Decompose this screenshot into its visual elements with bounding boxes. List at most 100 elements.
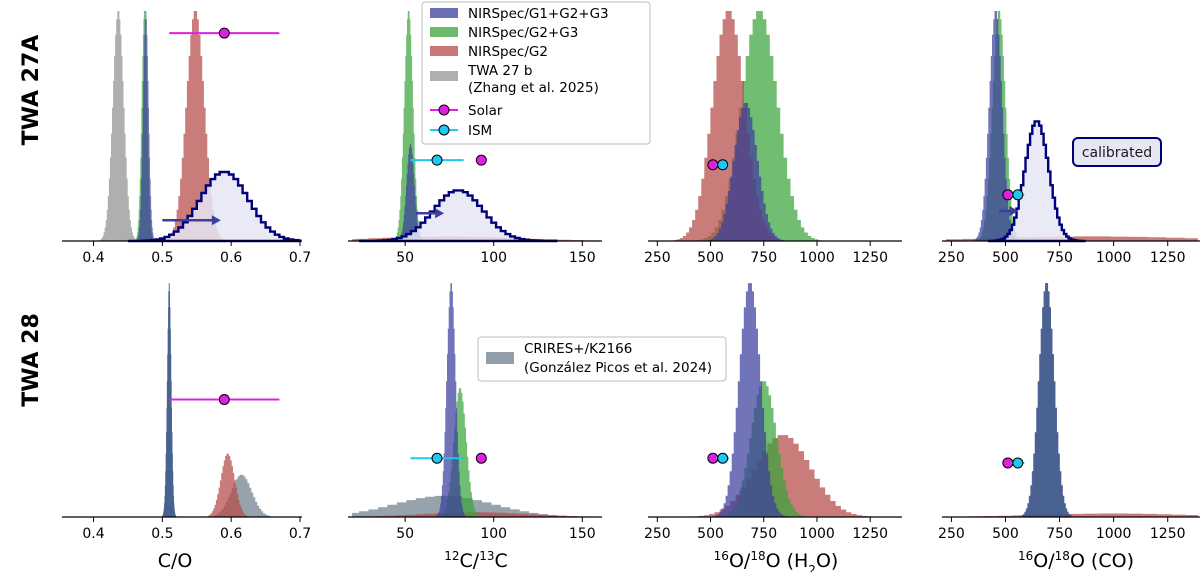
x-tick-label-p0-0: 0.4 <box>82 250 104 266</box>
x-tick-label-p7-1: 500 <box>992 526 1019 542</box>
hist-crires-p5 <box>352 495 600 517</box>
x-tick-label-p1-1: 100 <box>480 250 507 266</box>
hist-g23-p1 <box>391 11 427 241</box>
x-tick-label-p4-3: 0.7 <box>289 526 311 542</box>
ism-marker-p3 <box>1012 189 1024 201</box>
legend-swatch-g23 <box>430 27 458 37</box>
legend-bottom-frame <box>477 336 727 382</box>
hist-g23-p2 <box>687 11 832 241</box>
legend-swatch-twa27b <box>430 71 458 81</box>
x-tick-label-p1-2: 150 <box>569 250 596 266</box>
x-tick-label-p1-0: 50 <box>396 250 414 266</box>
hist-g2-p0 <box>159 11 232 241</box>
calibration-arrow-head-p1 <box>435 208 445 219</box>
legend-label-crires-ref: (González Picos et al. 2024) <box>524 360 712 376</box>
hist-crires-p4 <box>200 474 283 517</box>
ism-marker-p6 <box>717 452 729 464</box>
ism-marker-p5 <box>431 452 443 464</box>
row-title-twa28: TWA 28 <box>19 313 44 407</box>
hist-calibrated-p0 <box>127 170 302 243</box>
hist-g123-p0 <box>134 11 157 241</box>
x-tick-label-p2-4: 1250 <box>852 250 888 266</box>
ism-marker-p2 <box>717 159 729 171</box>
x-tick-label-p6-2: 750 <box>750 526 777 542</box>
ism-marker-p7 <box>1012 457 1024 469</box>
x-tick-label-p5-1: 100 <box>480 526 507 542</box>
legend-label-twa27b: TWA 27 b <box>467 63 532 79</box>
hist-twa27b-p0 <box>96 11 141 241</box>
panel-0-1: 50 100 150 <box>348 11 602 266</box>
x-tick-label-p2-2: 750 <box>750 250 777 266</box>
x-tick-label-p3-4: 1250 <box>1150 250 1186 266</box>
solar-marker-p1 <box>475 154 487 166</box>
x-tick-label-p0-2: 0.6 <box>220 250 242 266</box>
solar-marker-p4 <box>218 394 230 405</box>
hist-g2-p2 <box>664 11 793 241</box>
panel-1-0: 0.4 0.5 0.6 0.7 <box>62 283 311 542</box>
hist-g23-p5 <box>435 388 485 517</box>
legend-label-g23: NIRSpec/G2+G3 <box>468 25 578 41</box>
x-tick-label-p6-3: 1000 <box>799 526 835 542</box>
x-tick-label-p5-2: 150 <box>569 526 596 542</box>
panel-1-1: 50 100 150 <box>348 283 602 542</box>
legend-swatch-g123 <box>430 8 458 18</box>
hist-g123-p7 <box>1015 283 1078 517</box>
calibration-arrow-head-p0 <box>211 215 221 226</box>
hist-calibrated-p3 <box>988 120 1086 243</box>
legend-label-solar: Solar <box>468 103 503 119</box>
x-tick-label-p3-1: 500 <box>992 250 1019 266</box>
x-tick-label-p4-2: 0.6 <box>220 526 242 542</box>
hist-g2-p7 <box>946 513 1198 517</box>
legend-bottom: CRIRES+/K2166 (González Picos et al. 202… <box>477 336 727 382</box>
hist-g123-p5 <box>433 283 469 517</box>
panel-0-2: 250 500 750 1000 1250 <box>644 11 902 266</box>
x-tick-label-p7-4: 1250 <box>1150 526 1186 542</box>
panels-layer: 0.4 0.5 0.6 0.7 50 100 150 250 500 750 1000 1250 250… <box>62 11 1200 542</box>
solar-marker-p5 <box>475 452 487 464</box>
xlabel-12c-13c: 12C/13C <box>444 549 508 572</box>
xlabel-16o-18o-co: 16O/18O (CO) <box>1018 549 1134 572</box>
legend-top: NIRSpec/G1+G2+G3 NIRSpec/G2+G3 NIRSpec/G… <box>421 1 651 145</box>
x-tick-label-p7-0: 250 <box>938 526 965 542</box>
x-tick-label-p2-3: 1000 <box>799 250 835 266</box>
calibrated-annotation: calibrated <box>1072 137 1162 167</box>
x-tick-label-p4-0: 0.4 <box>82 526 104 542</box>
x-tick-label-p2-1: 500 <box>697 250 724 266</box>
legend-label-ism: ISM <box>468 123 492 139</box>
legend-solar-marker <box>438 104 450 116</box>
x-tick-label-p7-3: 1000 <box>1096 526 1132 542</box>
legend-swatch-crires <box>486 352 514 364</box>
row-title-twa27a: TWA 27A <box>19 35 44 146</box>
hist-g123-p2 <box>698 103 793 241</box>
legend-swatch-g2 <box>430 46 458 56</box>
solar-marker-p0 <box>218 27 230 39</box>
panel-1-3: 250 500 750 1000 1250 <box>938 283 1200 542</box>
x-tick-label-p6-0: 250 <box>644 526 671 542</box>
calibrated-box <box>1072 137 1162 167</box>
x-tick-label-p6-1: 500 <box>697 526 724 542</box>
x-tick-label-p7-2: 750 <box>1046 526 1073 542</box>
hist-g123-p3 <box>969 11 1022 241</box>
calibration-arrow-head-p3 <box>1009 205 1019 216</box>
legend-ism-marker <box>438 124 450 136</box>
x-tick-label-p3-2: 750 <box>1046 250 1073 266</box>
hist-g123-p6 <box>707 283 793 517</box>
x-tick-label-p5-0: 50 <box>396 526 414 542</box>
calibrated-label: calibrated <box>1082 145 1152 161</box>
panel-0-3: 250 500 750 1000 1250 <box>938 11 1200 266</box>
x-tick-label-p6-4: 1250 <box>852 526 888 542</box>
hist-g2-p4 <box>200 453 256 517</box>
panel-1-2: 250 500 750 1000 1250 <box>644 283 902 542</box>
hist-g123-p1 <box>394 144 426 241</box>
x-tick-label-p3-0: 250 <box>938 250 965 266</box>
legend-label-crires: CRIRES+/K2166 <box>524 341 632 357</box>
x-tick-label-p2-0: 250 <box>644 250 671 266</box>
xlabel-c-o: C/O <box>158 550 193 572</box>
legend-label-twa27b-ref: (Zhang et al. 2025) <box>468 80 599 96</box>
hist-calibrated-p1 <box>359 189 558 243</box>
x-tick-label-p4-1: 0.5 <box>151 526 173 542</box>
legend-top-frame <box>421 1 651 145</box>
xlabel-16o-18o-h2o: 16O/18O (H2O) <box>714 549 839 572</box>
x-tick-label-p0-1: 0.5 <box>151 250 173 266</box>
